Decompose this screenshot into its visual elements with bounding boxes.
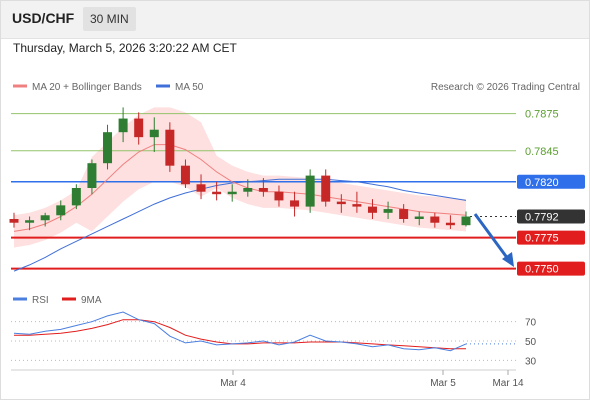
ma50-legend-label: MA 50 — [175, 82, 204, 93]
candle-body — [212, 191, 222, 195]
x-tick-label: Mar 14 — [492, 378, 524, 389]
candle-body — [87, 163, 97, 188]
candle-body — [352, 204, 362, 207]
candle-body — [103, 132, 113, 164]
candle-body — [243, 188, 253, 192]
x-axis: Mar 4 Mar 5 Mar 14 — [220, 370, 524, 389]
timeframe-badge[interactable]: 30 MIN — [83, 7, 136, 31]
candle-body — [56, 205, 66, 216]
price-level-label: 0.7845 — [525, 146, 559, 158]
price-level-badge — [517, 209, 585, 224]
ma50-line — [13, 178, 467, 272]
rsi-lines — [13, 311, 516, 352]
price-level-label: 0.7875 — [525, 109, 559, 121]
candle-body — [9, 219, 19, 223]
rsi-tick-label: 70 — [525, 318, 537, 329]
candle-body — [134, 118, 144, 138]
candle-body — [290, 200, 300, 207]
price-level-label: 0.7775 — [525, 233, 559, 245]
candle-body — [414, 216, 424, 219]
candle-body — [40, 215, 50, 221]
candle-body — [25, 220, 35, 223]
price-level-badge — [517, 174, 585, 189]
candle-body — [274, 191, 284, 201]
x-tick-label: Mar 5 — [430, 378, 456, 389]
candle-body — [149, 129, 159, 138]
candle-body — [336, 201, 346, 205]
candle-body — [71, 188, 81, 206]
ma20-legend-label: MA 20 + Bollinger Bands — [32, 82, 142, 93]
price-level-label: 0.7792 — [525, 212, 559, 224]
candle-body — [430, 216, 440, 223]
candle-body — [196, 184, 206, 192]
price-level-label: 0.7750 — [525, 264, 559, 276]
price-level-label: 0.7820 — [525, 177, 559, 189]
candle-body — [461, 216, 471, 226]
moving-averages — [13, 144, 467, 272]
candle-body — [165, 129, 175, 166]
candle-body — [258, 188, 268, 192]
bollinger-band-fill — [14, 107, 466, 248]
candle-body — [445, 222, 455, 226]
rsi-ma-legend-label: 9MA — [81, 295, 102, 306]
rsi-legend-label: RSI — [32, 295, 49, 306]
bollinger-bands — [14, 107, 466, 248]
price-level-badge — [517, 230, 585, 245]
price-level-labels: 0.7875 0.7845 0.7820 0.7792 0.7775 0.7750 — [517, 109, 585, 276]
pair-title: USD/CHF — [12, 10, 75, 26]
candle-body — [227, 191, 237, 195]
rsi-line — [13, 311, 467, 352]
candle-body — [321, 175, 331, 202]
credit-text: Research © 2026 Trading Central — [431, 82, 580, 93]
x-tick-label: Mar 4 — [220, 378, 246, 389]
price-level-badge — [517, 261, 585, 276]
candle-body — [305, 175, 315, 207]
rsi-tick-label: 30 — [525, 356, 537, 367]
candle-body — [118, 118, 128, 133]
rsi-tick-label: 50 — [525, 337, 537, 348]
forecast-arrow — [473, 213, 514, 267]
candle-body — [367, 206, 377, 213]
timestamp: Thursday, March 5, 2026 3:20:22 AM CET — [13, 41, 237, 55]
candle-body — [180, 165, 190, 185]
candlesticks — [9, 107, 471, 231]
candle-body — [399, 209, 409, 219]
ma20-line — [13, 144, 467, 232]
candle-body — [383, 209, 393, 213]
